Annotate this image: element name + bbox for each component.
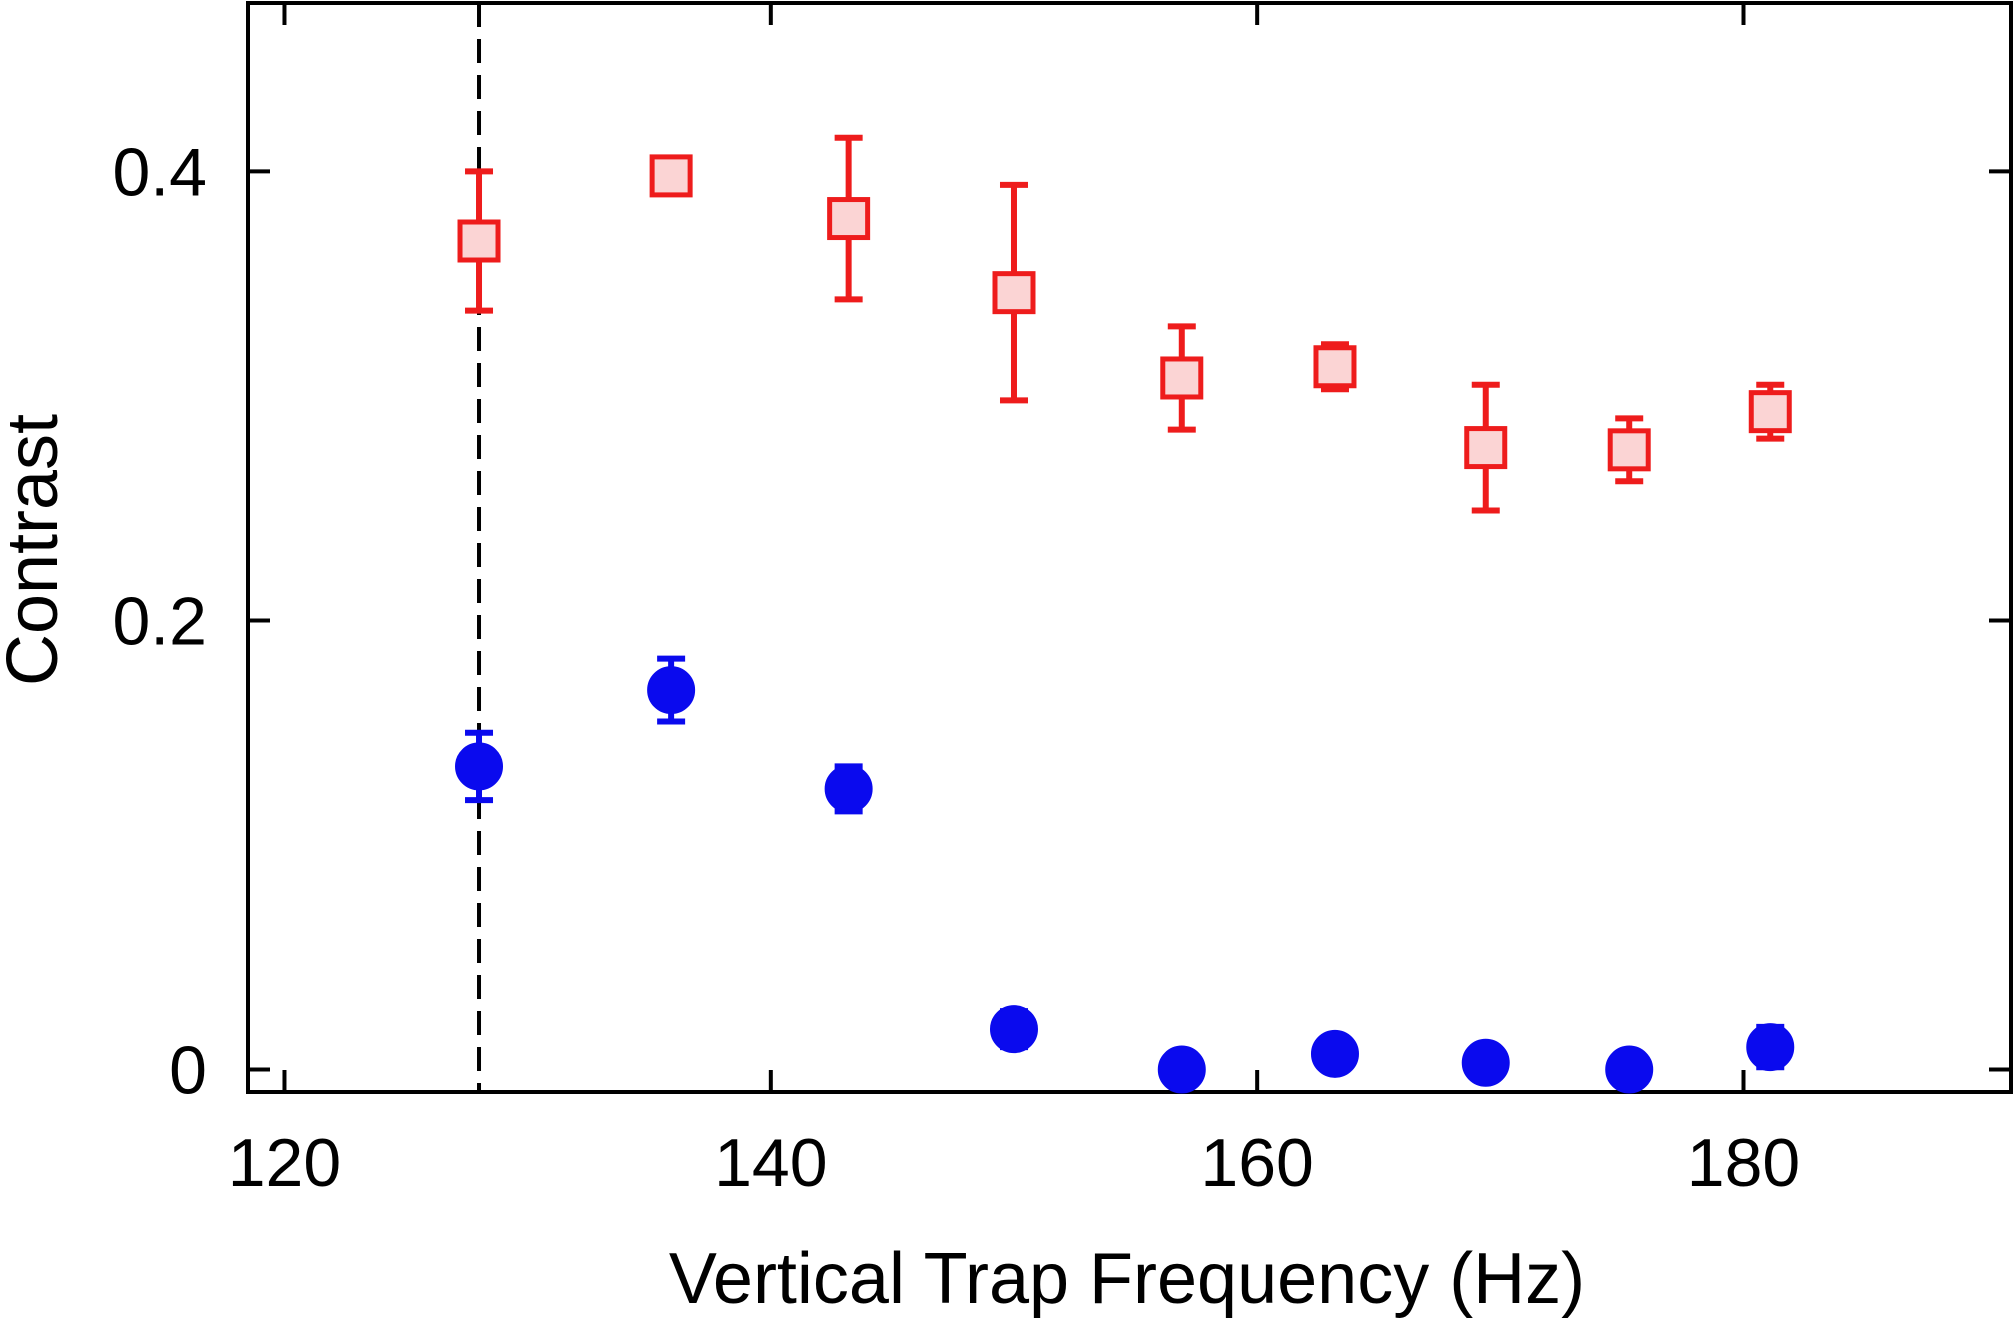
data-point-circle [1310,1029,1359,1078]
y-axis-label: Contrast [0,414,73,686]
data-point-circle [1605,1045,1654,1094]
series-1 [457,134,1792,514]
data-point-square [1313,345,1357,389]
y-tick-label: 0 [169,1033,207,1109]
x-axis-label: Vertical Trap Frequency (Hz) [669,1239,1585,1319]
data-point-circle [824,764,873,813]
data-point-circle [1157,1045,1206,1094]
data-point-square [1607,428,1651,472]
data-point-circle [647,666,696,715]
data-point-circle [455,742,504,791]
series-2 [455,655,1795,1094]
data-series [455,134,1795,1094]
y-tick-label: 0.2 [112,583,207,659]
x-tick-label: 160 [1200,1125,1313,1201]
x-tick-label: 140 [714,1125,827,1201]
data-point-circle [1746,1023,1795,1072]
x-tick-label: 120 [228,1125,341,1201]
data-point-square [649,154,693,198]
x-tick-label: 180 [1687,1125,1800,1201]
data-point-square [827,197,871,241]
y-tick-label: 0.4 [112,134,207,210]
data-point-square [1160,356,1204,400]
data-point-square [457,219,501,263]
data-point-square [992,271,1036,315]
data-point-square [1464,426,1508,470]
data-point-circle [989,1005,1038,1054]
plot-frame [246,1,2013,1094]
data-point-circle [1461,1038,1510,1087]
axes: 120 140 160 180 0 0.2 0.4 [112,1,2013,1201]
data-point-square [1748,390,1792,434]
